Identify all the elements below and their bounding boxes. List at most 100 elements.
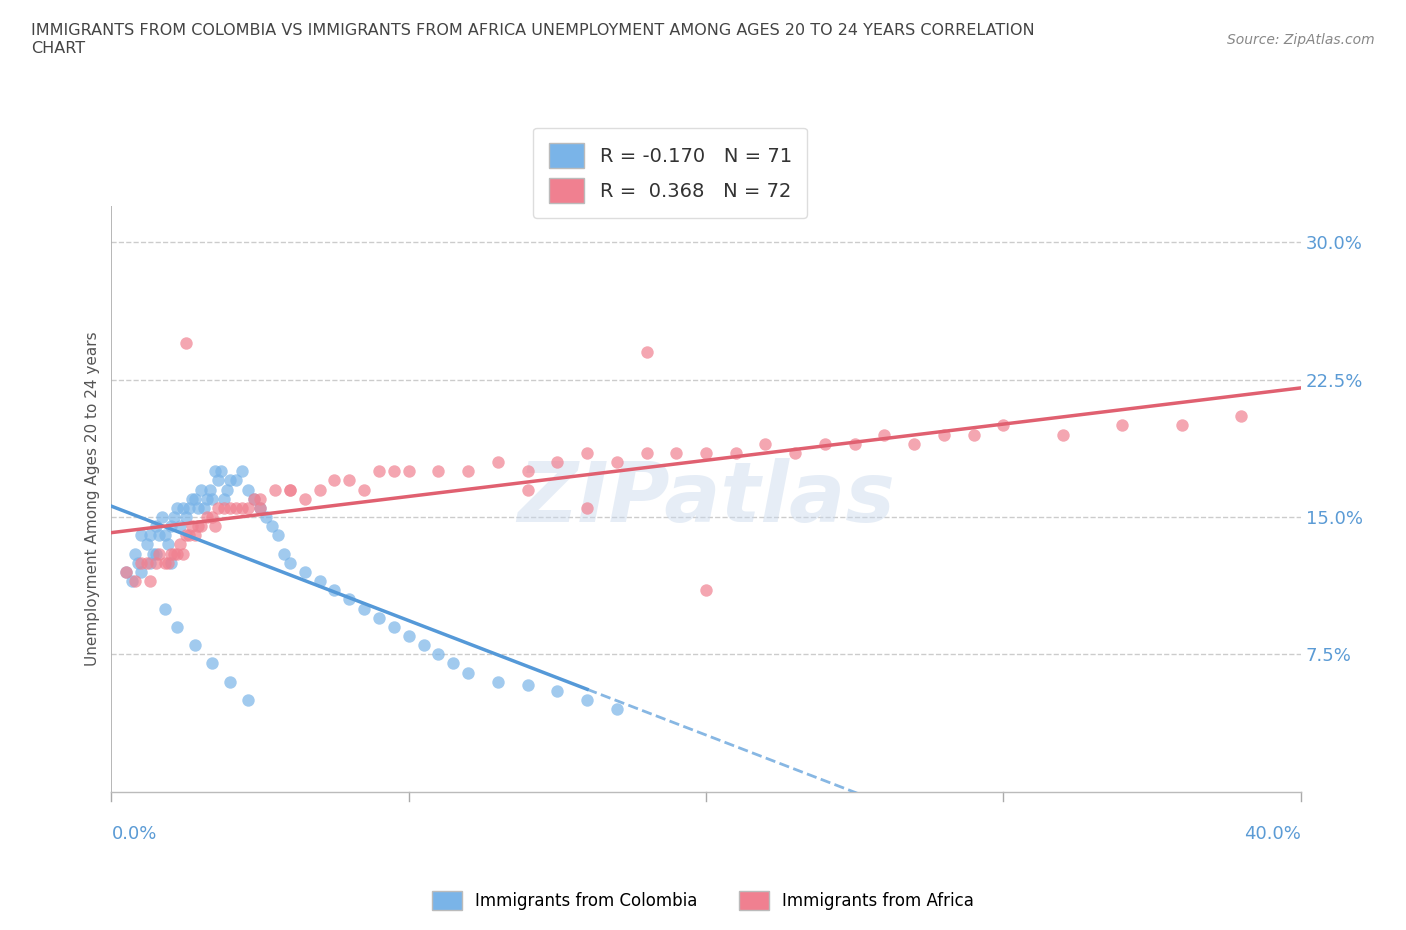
- Point: [124, 574, 146, 589]
- Point: [180, 491, 202, 506]
- Point: [516, 464, 538, 479]
- Point: [576, 445, 599, 460]
- Point: [139, 574, 162, 589]
- Point: [129, 555, 152, 570]
- Point: [665, 445, 688, 460]
- Point: [368, 464, 391, 479]
- Point: [136, 555, 159, 570]
- Point: [148, 546, 170, 561]
- Point: [160, 546, 183, 561]
- Point: [190, 482, 212, 497]
- Y-axis label: Unemployment Among Ages 20 to 24 years: Unemployment Among Ages 20 to 24 years: [86, 331, 100, 666]
- Point: [576, 693, 599, 708]
- Point: [115, 565, 138, 579]
- Point: [278, 555, 301, 570]
- Point: [1230, 409, 1253, 424]
- Point: [278, 482, 301, 497]
- Point: [254, 510, 277, 525]
- Point: [225, 500, 247, 515]
- Point: [124, 546, 146, 561]
- Point: [166, 500, 188, 515]
- Point: [294, 491, 316, 506]
- Point: [166, 546, 188, 561]
- Point: [814, 436, 837, 451]
- Point: [308, 482, 330, 497]
- Point: [174, 336, 197, 351]
- Point: [201, 656, 224, 671]
- Point: [177, 528, 200, 543]
- Point: [163, 546, 186, 561]
- Point: [267, 528, 290, 543]
- Point: [204, 464, 226, 479]
- Point: [139, 555, 162, 570]
- Point: [195, 491, 218, 506]
- Point: [153, 555, 176, 570]
- Point: [231, 500, 253, 515]
- Point: [249, 500, 271, 515]
- Point: [160, 519, 183, 534]
- Point: [145, 546, 167, 561]
- Point: [546, 455, 568, 470]
- Point: [153, 601, 176, 616]
- Point: [193, 500, 215, 515]
- Point: [139, 528, 162, 543]
- Point: [172, 546, 194, 561]
- Point: [337, 473, 360, 488]
- Point: [412, 638, 434, 653]
- Point: [180, 519, 202, 534]
- Point: [217, 482, 239, 497]
- Point: [260, 519, 283, 534]
- Point: [606, 702, 628, 717]
- Point: [308, 574, 330, 589]
- Legend: R = -0.170   N = 71, R =  0.368   N = 72: R = -0.170 N = 71, R = 0.368 N = 72: [533, 127, 807, 219]
- Point: [294, 565, 316, 579]
- Point: [238, 693, 260, 708]
- Text: IMMIGRANTS FROM COLOMBIA VS IMMIGRANTS FROM AFRICA UNEMPLOYMENT AMONG AGES 20 TO: IMMIGRANTS FROM COLOMBIA VS IMMIGRANTS F…: [31, 23, 1035, 56]
- Point: [1170, 418, 1192, 432]
- Point: [207, 500, 229, 515]
- Point: [695, 583, 717, 598]
- Point: [636, 345, 658, 360]
- Point: [323, 583, 346, 598]
- Point: [398, 464, 420, 479]
- Point: [169, 519, 191, 534]
- Point: [273, 546, 295, 561]
- Point: [174, 528, 197, 543]
- Point: [121, 574, 143, 589]
- Point: [457, 464, 479, 479]
- Point: [183, 528, 205, 543]
- Point: [249, 500, 271, 515]
- Point: [636, 445, 658, 460]
- Point: [198, 482, 221, 497]
- Point: [724, 445, 747, 460]
- Point: [264, 482, 287, 497]
- Point: [427, 647, 450, 662]
- Point: [177, 500, 200, 515]
- Point: [516, 678, 538, 693]
- Point: [382, 464, 405, 479]
- Point: [207, 473, 229, 488]
- Point: [231, 464, 253, 479]
- Point: [204, 519, 226, 534]
- Point: [127, 555, 149, 570]
- Legend: Immigrants from Colombia, Immigrants from Africa: Immigrants from Colombia, Immigrants fro…: [425, 884, 981, 917]
- Point: [195, 510, 218, 525]
- Point: [546, 684, 568, 698]
- Text: 40.0%: 40.0%: [1244, 825, 1301, 843]
- Point: [145, 555, 167, 570]
- Point: [169, 537, 191, 551]
- Point: [190, 519, 212, 534]
- Point: [209, 464, 232, 479]
- Point: [156, 555, 179, 570]
- Point: [962, 427, 984, 442]
- Point: [201, 510, 224, 525]
- Point: [225, 473, 247, 488]
- Point: [115, 565, 138, 579]
- Point: [368, 610, 391, 625]
- Point: [201, 491, 224, 506]
- Point: [160, 555, 183, 570]
- Point: [278, 482, 301, 497]
- Point: [214, 500, 236, 515]
- Point: [441, 656, 464, 671]
- Point: [754, 436, 776, 451]
